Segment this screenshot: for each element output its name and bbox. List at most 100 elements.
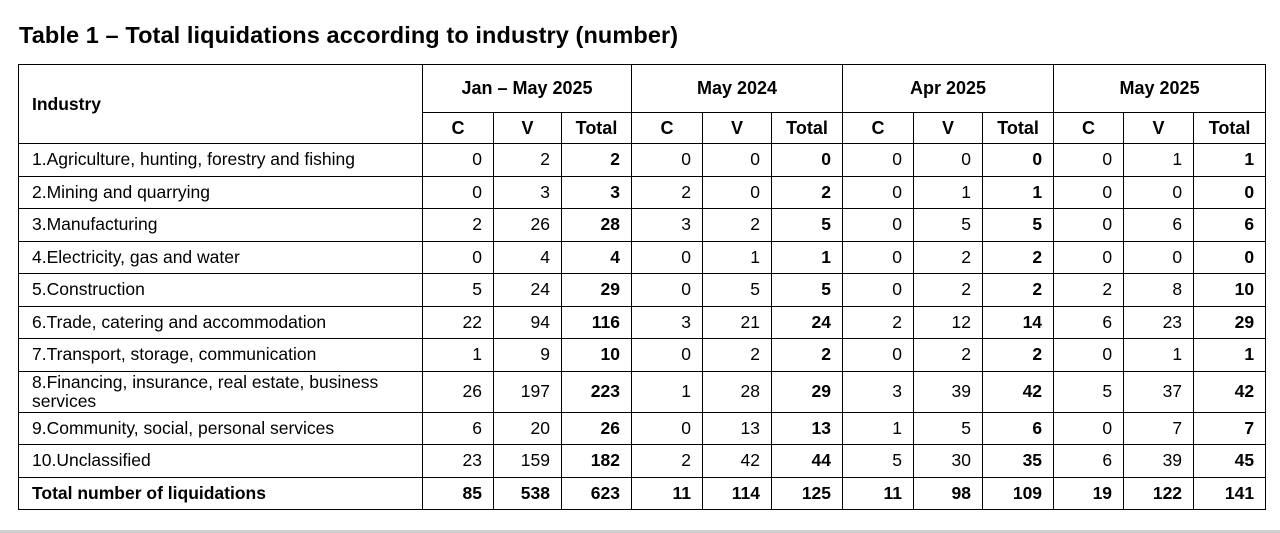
value-cell: 23: [422, 444, 494, 478]
total-cell: 10: [1193, 273, 1267, 307]
value-cell: 1: [1123, 143, 1195, 177]
industry-name: 5.Construction: [18, 273, 423, 307]
value-cell: 0: [842, 273, 915, 307]
value-cell: 1: [1123, 338, 1195, 372]
value-cell: 1: [913, 175, 984, 209]
value-cell: 19: [1053, 476, 1125, 510]
subheader-cell: Total: [982, 112, 1055, 144]
value-cell: 85: [422, 476, 494, 510]
total-cell: 3: [561, 175, 632, 209]
period-header: Apr 2025: [842, 64, 1055, 113]
liquidations-table: Industry Jan – May 2025 May 2024 Apr 202…: [18, 64, 1267, 510]
value-cell: 0: [1053, 338, 1125, 372]
value-cell: 0: [842, 338, 915, 372]
total-cell: 4: [561, 240, 632, 274]
value-cell: 20: [493, 411, 562, 445]
total-cell: 125: [770, 476, 844, 510]
total-cell: 26: [561, 411, 632, 445]
value-cell: 6: [422, 411, 494, 445]
value-cell: 2: [422, 208, 494, 242]
value-cell: 2: [702, 338, 772, 372]
industry-name: 10.Unclassified: [18, 444, 423, 478]
table-row: 1.Agriculture, hunting, forestry and fis…: [18, 143, 1267, 177]
total-cell: 182: [561, 444, 632, 478]
total-cell: 2: [770, 175, 844, 209]
total-cell: 6: [982, 411, 1055, 445]
subheader-cell: Total: [770, 112, 844, 144]
value-cell: 2: [493, 143, 562, 177]
total-cell: 1: [1193, 338, 1267, 372]
total-cell: 44: [770, 444, 844, 478]
total-cell: 24: [770, 305, 844, 339]
total-cell: 5: [770, 208, 844, 242]
subheader-cell: Total: [1193, 112, 1267, 144]
value-cell: 0: [1053, 240, 1125, 274]
total-cell: 14: [982, 305, 1055, 339]
value-cell: 2: [702, 208, 772, 242]
table-row: 9.Community, social, personal services 6 2…: [18, 411, 1267, 445]
value-cell: 3: [631, 305, 703, 339]
industry-name: 3.Manufacturing: [18, 208, 423, 242]
value-cell: 5: [422, 273, 494, 307]
value-cell: 5: [842, 444, 915, 478]
subheader-row: C V Total C V Total C V Total C V Total: [19, 112, 1267, 144]
total-cell: 223: [561, 370, 632, 413]
value-cell: 22: [422, 305, 494, 339]
total-cell: 116: [561, 305, 632, 339]
value-cell: 2: [631, 175, 703, 209]
table-row: 10.Unclassified 23 159 182 2 42 44 5 30 35 6 39 45: [18, 444, 1267, 478]
value-cell: 2: [913, 338, 984, 372]
total-cell: 5: [770, 273, 844, 307]
value-cell: 0: [422, 143, 494, 177]
table-row: 7.Transport, storage, communication 1 9 10 0…: [18, 338, 1267, 372]
value-cell: 94: [493, 305, 562, 339]
value-cell: 6: [1123, 208, 1195, 242]
period-header: May 2025: [1053, 64, 1267, 113]
value-cell: 3: [631, 208, 703, 242]
period-header: May 2024: [630, 64, 844, 113]
total-cell: 2: [982, 338, 1055, 372]
value-cell: 98: [913, 476, 984, 510]
value-cell: 0: [1053, 208, 1125, 242]
period-header: Jan – May 2025: [422, 64, 632, 113]
value-cell: 2: [913, 240, 984, 274]
total-cell: 28: [561, 208, 632, 242]
value-cell: 2: [1053, 273, 1125, 307]
value-cell: 3: [842, 370, 915, 413]
total-cell: 35: [982, 444, 1055, 478]
value-cell: 5: [1053, 370, 1125, 413]
total-cell: 109: [982, 476, 1055, 510]
value-cell: 0: [702, 175, 772, 209]
value-cell: 37: [1123, 370, 1195, 413]
value-cell: 0: [422, 240, 494, 274]
total-cell: 141: [1193, 476, 1267, 510]
value-cell: 0: [631, 273, 703, 307]
total-cell: 45: [1193, 444, 1267, 478]
total-cell: 5: [982, 208, 1055, 242]
value-cell: 0: [702, 143, 772, 177]
total-cell: 42: [1193, 370, 1267, 413]
page-divider: [0, 530, 1280, 533]
value-cell: 21: [702, 305, 772, 339]
value-cell: 4: [493, 240, 562, 274]
value-cell: 538: [493, 476, 562, 510]
total-row: Total number of liquidations 85 538 623 11 11…: [18, 476, 1267, 510]
value-cell: 26: [493, 208, 562, 242]
industry-name: 8.Financing, insurance, real estate, bus…: [18, 370, 423, 413]
total-cell: 0: [1193, 175, 1267, 209]
industry-name: 9.Community, social, personal services: [18, 411, 423, 445]
value-cell: 1: [631, 370, 703, 413]
table-row: 6.Trade, catering and accommodation 22 94 1…: [18, 305, 1267, 339]
total-cell: 2: [982, 240, 1055, 274]
total-cell: 2: [561, 143, 632, 177]
total-cell: 10: [561, 338, 632, 372]
period-header-row: Industry Jan – May 2025 May 2024 Apr 202…: [18, 64, 1267, 144]
total-cell: 1: [982, 175, 1055, 209]
value-cell: 3: [493, 175, 562, 209]
industry-name: 4.Electricity, gas and water: [18, 240, 423, 274]
subheader-cell: V: [1123, 112, 1195, 144]
value-cell: 11: [631, 476, 703, 510]
subheader-cell: V: [702, 112, 772, 144]
total-cell: 2: [770, 338, 844, 372]
subheader-cell: V: [493, 112, 562, 144]
